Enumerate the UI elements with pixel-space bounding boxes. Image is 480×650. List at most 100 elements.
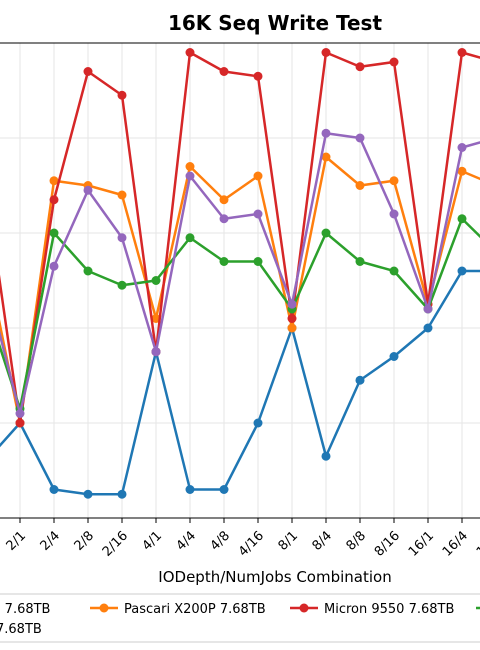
x-tick-label: 2/1 <box>4 528 29 553</box>
data-point <box>457 266 467 276</box>
data-point <box>185 171 195 181</box>
x-tick-label: 2/16 <box>100 528 131 559</box>
x-tick-label: 4/1 <box>140 528 165 553</box>
data-point <box>49 228 59 238</box>
legend-label: 61 7.68TB <box>0 602 50 617</box>
series-layer <box>0 48 480 499</box>
data-point <box>321 228 331 238</box>
data-point <box>219 195 229 205</box>
x-tick-label: 8/4 <box>310 528 335 553</box>
data-point <box>15 409 25 418</box>
data-point <box>151 276 161 285</box>
data-point <box>355 375 365 385</box>
data-point <box>355 257 365 266</box>
x-tick-label: 16/1 <box>406 528 437 559</box>
grid <box>0 42 480 519</box>
data-point <box>355 133 365 143</box>
data-point <box>15 418 25 428</box>
data-point <box>457 48 467 57</box>
data-point <box>253 171 263 181</box>
series-line <box>0 155 480 425</box>
data-point <box>117 90 127 100</box>
data-point <box>321 451 331 461</box>
data-point <box>49 485 59 494</box>
data-point <box>49 195 59 205</box>
series-line <box>0 132 480 415</box>
series-0 <box>0 266 480 499</box>
x-tick-label: 4/4 <box>174 528 199 553</box>
data-point <box>151 347 161 357</box>
legend-item: Pascari X200P 7.68TB <box>90 602 266 617</box>
x-tick-label: 16/4 <box>440 528 471 559</box>
series-line <box>0 269 480 496</box>
legend: 61 7.68TB Pascari X200P 7.68TB Micron 9550… <box>0 602 480 637</box>
legend-swatch-marker <box>99 603 109 613</box>
data-point <box>83 266 93 276</box>
data-point <box>117 190 127 200</box>
data-point <box>355 181 365 190</box>
legend-label: Micron 9550 7.68TB <box>324 602 454 617</box>
data-point <box>389 57 399 67</box>
x-tick-label: 8/16 <box>372 528 403 559</box>
data-point <box>185 485 195 494</box>
chart-title: 16K Seq Write Test <box>168 11 383 35</box>
data-point <box>389 209 399 219</box>
legend-label: 7.68TB <box>0 622 42 637</box>
legend-label: Pascari X200P 7.68TB <box>124 602 266 617</box>
series-3 <box>0 214 480 414</box>
data-point <box>117 280 127 290</box>
x-tick-label: 2/8 <box>72 528 97 553</box>
data-point <box>83 489 93 499</box>
x-axis-label: IODepth/NumJobs Combination <box>158 568 391 586</box>
data-point <box>49 176 59 186</box>
legend-item: Micron 9550 7.68TB <box>290 602 454 617</box>
series-4 <box>0 128 480 418</box>
data-point <box>219 485 229 494</box>
data-point <box>457 214 467 224</box>
data-point <box>321 128 331 138</box>
data-point <box>389 176 399 186</box>
legend-box <box>0 593 480 643</box>
data-point <box>49 261 59 271</box>
x-tick-label: 4/16 <box>236 528 267 559</box>
x-tick-label: 8/1 <box>276 528 301 553</box>
data-point <box>151 314 161 323</box>
x-tick-label: 16/8 <box>474 528 480 559</box>
data-point <box>423 323 433 333</box>
x-tick-label: 8/8 <box>344 528 369 553</box>
data-point <box>219 257 229 266</box>
data-point <box>219 67 229 76</box>
legend-item: 61 7.68TB <box>0 602 50 617</box>
data-point <box>287 323 297 333</box>
data-point <box>253 71 263 81</box>
series-2 <box>0 48 480 428</box>
x-tick-label: 4/8 <box>208 528 233 553</box>
series-line <box>0 51 480 425</box>
data-point <box>253 418 263 428</box>
legend-swatch-marker <box>299 603 309 613</box>
x-axis-ticks: 1/162/12/42/82/164/14/44/84/168/18/48/88… <box>4 518 480 560</box>
data-point <box>423 304 433 314</box>
data-point <box>321 152 331 162</box>
data-point <box>185 162 195 171</box>
data-point <box>83 185 93 195</box>
data-point <box>117 489 127 499</box>
x-tick-label: 2/4 <box>38 528 63 553</box>
data-point <box>355 62 365 72</box>
data-point <box>253 209 263 219</box>
data-point <box>287 299 297 309</box>
data-point <box>83 67 93 76</box>
data-point <box>321 48 331 57</box>
data-point <box>185 48 195 57</box>
data-point <box>219 214 229 224</box>
data-point <box>389 352 399 361</box>
data-point <box>389 266 399 276</box>
data-point <box>185 233 195 243</box>
data-point <box>457 143 467 152</box>
series-line <box>0 217 480 410</box>
data-point <box>287 314 297 323</box>
data-point <box>457 166 467 176</box>
data-point <box>117 233 127 243</box>
data-point <box>253 257 263 266</box>
